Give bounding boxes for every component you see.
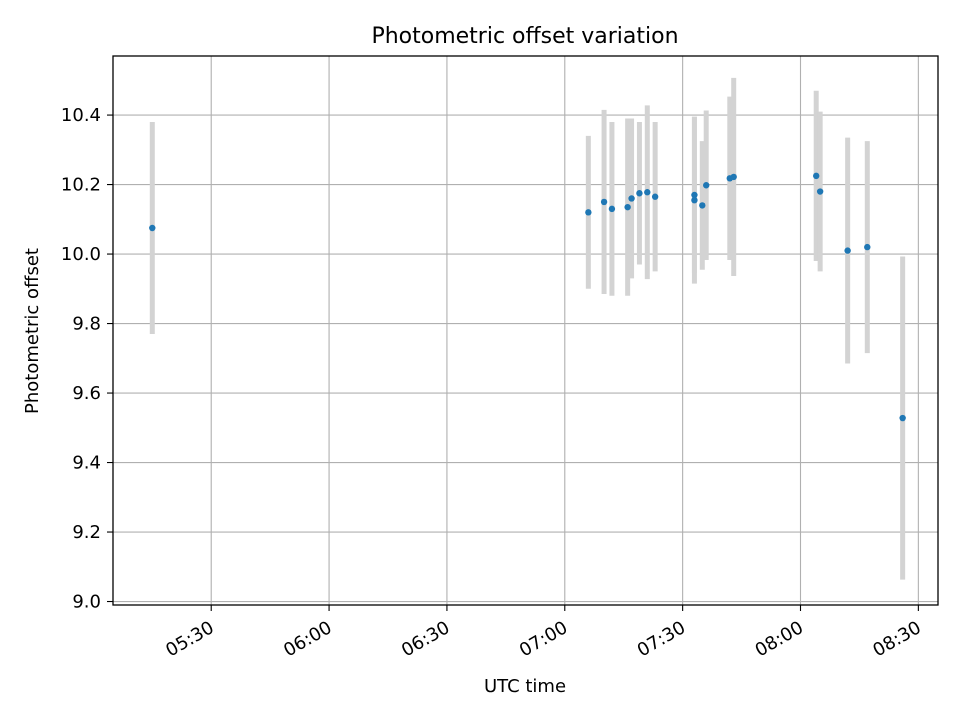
- x-tick-label: 08:30: [869, 617, 924, 661]
- chart-title: Photometric offset variation: [371, 24, 678, 49]
- y-tick-label: 10.0: [61, 244, 101, 265]
- y-tick-label: 9.4: [72, 453, 101, 474]
- x-tick-label: 07:30: [634, 617, 689, 661]
- grid-lines: [113, 56, 938, 605]
- data-point: [703, 182, 710, 189]
- data-point: [864, 243, 871, 251]
- data-point: [844, 247, 851, 254]
- data-point: [813, 172, 820, 180]
- data-point: [699, 202, 706, 209]
- y-tick-label: 9.6: [72, 383, 101, 404]
- x-axis-label: UTC time: [484, 676, 566, 697]
- y-tick-label: 9.2: [72, 522, 101, 543]
- y-axis-ticks: 9.0 9.2 9.4 9.6 9.8 10.0 10.2 10.4: [61, 105, 113, 613]
- y-tick-label: 9.0: [72, 592, 101, 613]
- data-point: [585, 209, 592, 216]
- data-point: [730, 173, 737, 181]
- data-point: [149, 224, 156, 232]
- data-point: [899, 414, 906, 422]
- data-point: [608, 205, 616, 213]
- data-point: [691, 191, 698, 199]
- data-point: [624, 203, 631, 211]
- y-tick-label: 10.4: [61, 105, 101, 126]
- y-tick-label: 10.2: [61, 175, 101, 196]
- data-point: [644, 189, 651, 196]
- data-point: [636, 190, 643, 197]
- data-point: [651, 193, 659, 200]
- x-tick-label: 06:30: [398, 617, 453, 661]
- y-tick-label: 9.8: [72, 314, 101, 335]
- plot-frame: [112, 55, 939, 606]
- data-points: [149, 172, 906, 422]
- y-axis-label: Photometric offset: [22, 248, 43, 414]
- x-tick-label: 05:30: [162, 617, 217, 661]
- x-tick-label: 08:00: [752, 617, 807, 661]
- error-bars: [149, 77, 906, 580]
- x-tick-label: 07:00: [516, 617, 571, 661]
- data-point: [600, 198, 608, 206]
- data-point: [691, 196, 698, 204]
- x-tick-label: 06:00: [280, 617, 335, 661]
- data-point: [816, 188, 824, 195]
- data-point: [628, 195, 635, 202]
- x-axis-ticks: 05:30 06:00 06:30 07:00 07:30 08:00 08:30: [162, 605, 925, 661]
